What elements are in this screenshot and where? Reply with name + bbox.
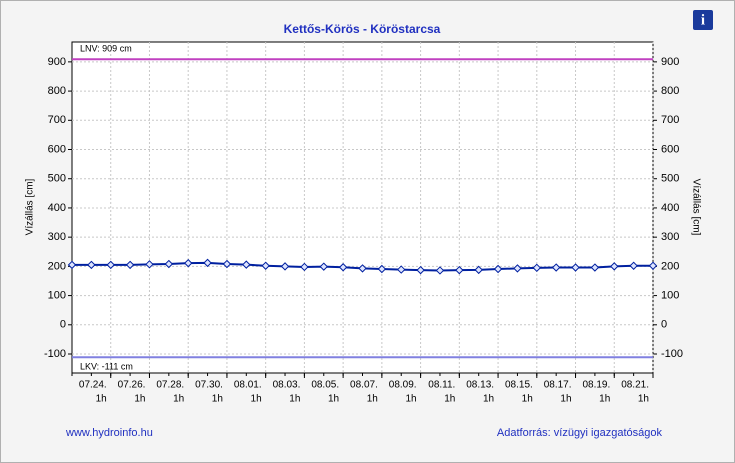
y2-axis-label: Vízállás [cm] [690,179,701,236]
y-tick-label: -100 [44,348,66,360]
x-tick-sublabel: 1h [405,394,416,405]
x-tick-sublabel: 1h [212,394,223,405]
data-point [532,263,542,273]
y-tick-label: 200 [48,260,66,272]
y-tick-label: 800 [48,85,66,97]
y2-tick-label: 700 [661,114,679,126]
reference-label: LNV: 909 cm [80,44,132,54]
data-point [164,259,174,269]
data-point [648,261,658,270]
y-tick-label: 900 [48,56,66,68]
data-point [629,261,638,270]
data-point [397,265,406,274]
data-point [416,265,425,275]
y-tick-label: 600 [48,143,66,155]
y2-tick-label: 600 [661,143,679,155]
chart-title: Kettős-Körös - Köröstarcsa [284,22,441,36]
y-axis-label: Vízállás [cm] [25,178,36,235]
data-point [242,260,251,269]
x-tick-label: 08.05. [311,380,339,391]
x-tick-sublabel: 1h [599,394,610,405]
data-point [610,262,619,271]
footer-right: Adatforrás: vízügyi igazgatóságok [497,427,663,439]
y2-tick-label: 900 [661,56,679,68]
data-point [67,260,77,270]
x-tick-label: 07.24. [79,380,107,391]
y2-tick-label: 400 [661,202,679,214]
y-tick-label: 100 [48,289,66,301]
x-tick-sublabel: 1h [134,394,145,405]
x-tick-sublabel: 1h [444,394,455,405]
x-tick-sublabel: 1h [173,394,184,405]
data-point [338,263,348,272]
data-point [106,260,115,270]
x-tick-label: 07.30. [195,380,223,391]
data-point [203,258,212,268]
y-tick-label: 400 [48,202,66,214]
data-point [125,260,135,270]
y2-tick-label: 100 [661,289,679,301]
y2-tick-label: 300 [661,231,679,243]
data-point [183,258,193,268]
data-point [455,265,464,275]
data-point [474,265,483,275]
x-tick-sublabel: 1h [560,394,571,405]
x-tick-label: 08.11. [428,380,455,391]
x-tick-label: 08.17. [544,380,572,391]
x-tick-sublabel: 1h [96,394,107,405]
x-tick-label: 07.26. [118,380,146,391]
y-tick-label: 0 [60,319,66,331]
data-point [377,264,387,274]
x-tick-label: 08.07. [350,380,378,391]
x-tick-label: 08.09. [389,380,417,391]
data-point [87,260,96,270]
data-point [493,264,503,274]
info-glyph[interactable]: i [701,12,705,28]
data-point [261,261,270,270]
y2-tick-label: 0 [661,319,667,331]
x-tick-sublabel: 1h [289,394,300,405]
data-point [319,262,328,271]
data-point [435,266,445,275]
x-tick-sublabel: 1h [328,394,339,405]
x-tick-label: 08.13. [466,380,494,391]
y2-tick-label: 200 [661,260,679,272]
y-tick-label: 500 [48,173,66,185]
data-point [300,262,309,272]
data-point [145,260,154,269]
data-point [358,264,367,273]
x-tick-label: 08.01. [234,380,262,391]
info-icon[interactable]: i [693,10,713,30]
data-point [280,262,290,271]
y-tick-label: 700 [48,114,66,126]
y-tick-label: 300 [48,231,66,243]
x-tick-sublabel: 1h [483,394,494,405]
x-tick-label: 08.19. [582,380,610,391]
footer-left[interactable]: www.hydroinfo.hu [65,427,153,439]
info-button[interactable] [693,10,713,30]
data-point [222,259,232,269]
x-tick-sublabel: 1h [638,394,649,405]
x-tick-label: 07.28. [156,380,184,391]
x-tick-label: 08.03. [273,380,301,391]
data-point [571,263,580,272]
x-tick-sublabel: 1h [522,394,533,405]
x-tick-sublabel: 1h [251,394,262,405]
x-tick-label: 08.21. [621,380,649,391]
x-tick-sublabel: 1h [367,394,378,405]
data-point [551,263,561,272]
data-point [590,263,600,272]
y2-tick-label: 500 [661,173,679,185]
y2-tick-label: -100 [661,348,683,360]
data-point [513,264,522,273]
y2-tick-label: 800 [661,85,679,97]
reference-label: LKV: -111 cm [80,362,133,372]
x-tick-label: 08.15. [505,380,533,391]
